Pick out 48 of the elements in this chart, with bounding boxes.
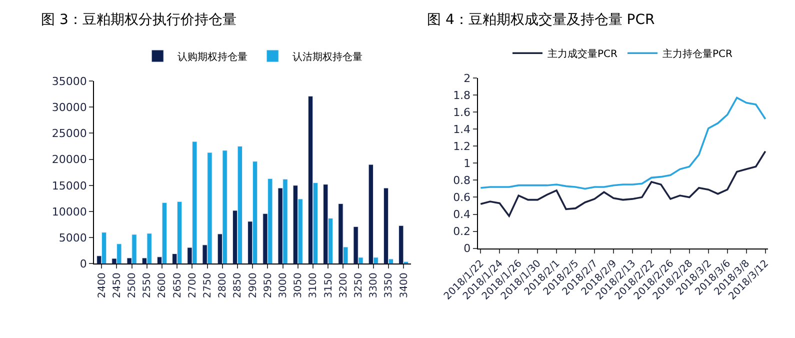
x-tick-label: 2900 [248, 272, 259, 298]
y-tick-label: 0.6 [453, 191, 471, 204]
line-series [480, 96, 766, 190]
x-tick-label: 3150 [323, 272, 334, 298]
x-tick-label: 3350 [384, 272, 395, 298]
x-tick-label: 3300 [368, 272, 380, 298]
y-tick-label: 1.6 [453, 106, 471, 120]
y-tick-label: 0.2 [453, 225, 471, 238]
x-tick-label: 2850 [232, 272, 244, 298]
y-tick-label: 1.2 [453, 140, 471, 154]
x-tick-label: 2450 [112, 272, 123, 298]
chart-title: 图 4：豆粕期权成交量及持仓量 PCR [427, 12, 656, 28]
legend-label: 认沽期权持仓量 [292, 50, 363, 63]
x-tick-label: 2700 [187, 272, 198, 298]
y-tick-label: 25000 [52, 127, 87, 140]
y-tick-label: 1.4 [453, 123, 471, 136]
chart-title: 图 3：豆粕期权分执行价持仓量 [41, 12, 236, 28]
x-tick-label: 3000 [278, 272, 290, 298]
x-tick-label: 3200 [338, 272, 350, 298]
y-tick-label: 35000 [52, 74, 87, 88]
x-tick-label: 2750 [202, 272, 214, 298]
y-tick-label: 30000 [52, 100, 87, 114]
legend-label: 认购期权持仓量 [178, 50, 248, 63]
x-tick-label: 3400 [398, 272, 410, 298]
x-tick-label: 3100 [308, 272, 320, 298]
y-tick-label: 1 [464, 157, 471, 170]
line-series [480, 150, 766, 217]
legend-label: 主力持仓量PCR [662, 48, 733, 60]
y-tick-label: 0.8 [453, 174, 471, 188]
x-tick-label: 3250 [354, 272, 365, 298]
y-tick-label: 0 [464, 242, 471, 256]
x-tick-label: 2600 [157, 272, 168, 298]
y-tick-label: 1.8 [453, 88, 471, 102]
y-tick-label: 5000 [58, 231, 87, 244]
x-tick-label: 2650 [172, 272, 184, 298]
y-tick-label: 15000 [52, 179, 87, 192]
x-tick-label: 2950 [262, 272, 274, 298]
y-tick-label: 0.4 [453, 208, 471, 222]
y-tick-label: 10000 [52, 205, 87, 218]
x-tick-label: 2800 [218, 272, 229, 298]
x-tick-label: 2500 [127, 272, 138, 298]
legend-label: 主力成交量PCR [547, 48, 618, 60]
y-tick-label: 0 [80, 258, 87, 271]
y-tick-label: 2 [464, 72, 471, 85]
x-tick-label: 2550 [142, 272, 154, 298]
x-tick-label: 2400 [96, 272, 108, 298]
y-tick-label: 20000 [52, 153, 87, 166]
x-tick-label: 3050 [293, 272, 304, 298]
